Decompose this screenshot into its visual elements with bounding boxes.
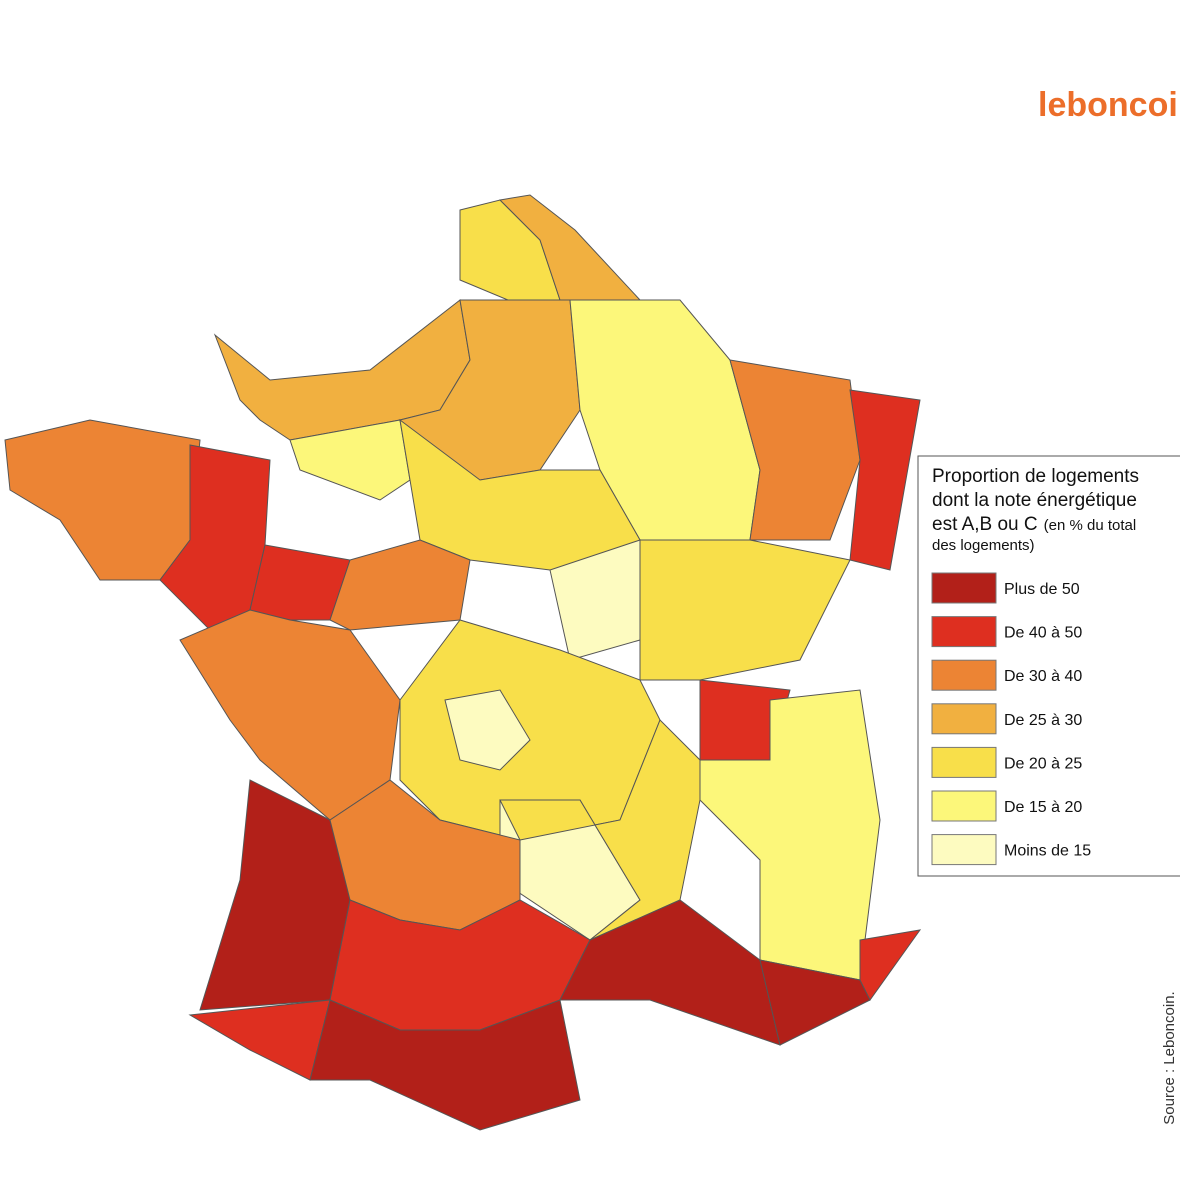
logo: leboncoin	[1038, 86, 1180, 124]
region	[179, 609, 401, 821]
region	[329, 539, 471, 631]
legend-title-line: dont la note énergétique	[932, 490, 1137, 511]
legend: Proportion de logements dont la note éner…	[917, 455, 1180, 877]
legend-swatch	[931, 790, 997, 822]
region	[859, 929, 922, 1001]
legend-swatch	[931, 616, 997, 648]
legend-swatch	[931, 703, 997, 735]
map	[4, 194, 922, 1131]
legend-items: Plus de 50 De 40 à 50 De 30 à 40 De 25 à 30…	[931, 572, 1091, 866]
legend-swatch	[931, 572, 997, 604]
legend-title: Proportion de logements dont la note éner…	[932, 466, 1139, 554]
source: Source : Leboncoin.	[1161, 991, 1178, 1124]
region	[289, 419, 411, 501]
region	[849, 389, 921, 571]
legend-swatch	[931, 834, 997, 866]
legend-label: De 15 à 20	[1004, 799, 1082, 816]
region	[639, 539, 851, 681]
region	[444, 689, 531, 771]
region	[699, 689, 881, 981]
legend-label: De 40 à 50	[1004, 625, 1082, 642]
legend-label: Plus de 50	[1004, 581, 1080, 598]
region	[4, 419, 201, 581]
region	[188, 999, 331, 1081]
legend-title-line: Proportion de logements	[932, 466, 1139, 487]
region	[249, 544, 351, 621]
legend-swatch	[931, 659, 997, 691]
legend-title-line: est A,B ou C	[932, 514, 1038, 535]
legend-subtitle-line: des logements)	[932, 537, 1035, 554]
legend-label: De 25 à 30	[1004, 712, 1082, 729]
legend-label: De 30 à 40	[1004, 668, 1082, 685]
region	[729, 359, 861, 541]
legend-subtitle-line: (en % du total	[1044, 517, 1137, 534]
legend-label: De 20 à 25	[1004, 755, 1082, 772]
legend-label: Moins de 15	[1004, 843, 1091, 860]
legend-swatch	[931, 746, 997, 778]
